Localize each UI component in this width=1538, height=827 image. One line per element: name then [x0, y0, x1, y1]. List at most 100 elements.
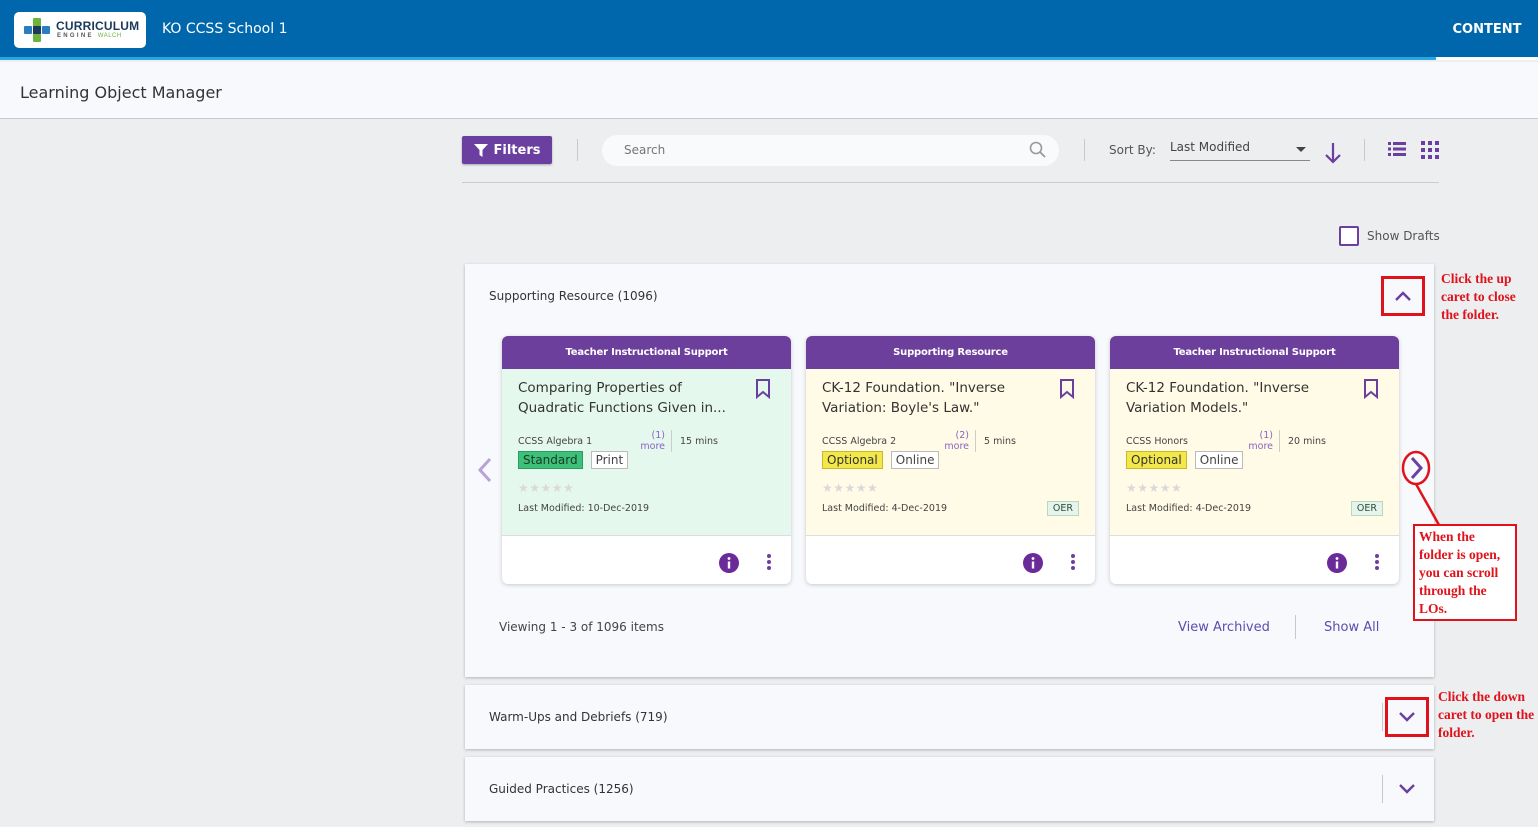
card-tags: Standard Print [518, 451, 629, 469]
divider [1364, 139, 1365, 161]
lo-card[interactable]: Teacher Instructional Support CK-12 Foun… [1110, 336, 1399, 584]
bookmark-icon[interactable] [1363, 379, 1379, 399]
card-body: Comparing Properties of Quadratic Functi… [502, 369, 791, 536]
chevron-down-icon [1399, 712, 1415, 722]
top-bar: CURRICULUM ENGINE WALCH KO CCSS School 1… [0, 0, 1538, 60]
search-input[interactable] [624, 143, 1024, 157]
card-modified: Last Modified: 10-Dec-2019 [518, 503, 650, 514]
star-rating[interactable]: ★★★★★ [822, 481, 879, 495]
tag-print: Print [590, 451, 629, 469]
card-meta: CCSS Algebra 2 (2) more 5 mins [822, 430, 1016, 452]
logo-subtitle: ENGINE WALCH [57, 33, 122, 39]
filters-button[interactable]: Filters [462, 136, 552, 164]
chevron-left-icon[interactable] [475, 456, 495, 484]
card-tags: Optional Online [822, 451, 940, 469]
card-category: Teacher Instructional Support [502, 336, 791, 369]
card-more-link[interactable]: (1) more [626, 430, 672, 452]
kebab-icon[interactable] [1070, 553, 1076, 571]
card-duration: 20 mins [1288, 435, 1326, 447]
caret-down-icon [1296, 147, 1306, 152]
info-icon[interactable] [1327, 553, 1347, 573]
card-title[interactable]: Comparing Properties of Quadratic Functi… [518, 380, 726, 416]
tag-online: Online [890, 451, 940, 469]
logo[interactable]: CURRICULUM ENGINE WALCH [14, 12, 146, 48]
list-view-icon[interactable] [1388, 141, 1406, 157]
info-icon[interactable] [719, 553, 739, 573]
sort-value: Last Modified [1170, 140, 1251, 154]
show-drafts-label: Show Drafts [1367, 229, 1440, 243]
show-all-link[interactable]: Show All [1324, 620, 1380, 635]
divider [1084, 139, 1085, 161]
folder-title: Guided Practices (1256) [489, 782, 634, 796]
kebab-icon[interactable] [766, 553, 772, 571]
folder-guided-practices: Guided Practices (1256) [465, 757, 1434, 821]
grid-view-icon[interactable] [1421, 141, 1439, 159]
page-title: Learning Object Manager [20, 83, 222, 102]
card-tags: Optional Online [1126, 451, 1244, 469]
school-name: KO CCSS School 1 [162, 21, 288, 37]
chevron-right-icon[interactable] [1401, 450, 1431, 486]
card-duration: 5 mins [984, 435, 1016, 447]
lo-card[interactable]: Teacher Instructional Support Comparing … [502, 336, 791, 584]
filter-icon [473, 143, 488, 157]
annotation-close-folder: Click the up caret to close the folder. [1441, 271, 1516, 322]
tag-optional: Optional [822, 451, 883, 469]
card-title[interactable]: CK-12 Foundation. "Inverse Variation Mod… [1126, 380, 1310, 416]
tag-standard: Standard [518, 451, 583, 469]
collapse-folder-button[interactable] [1381, 276, 1425, 316]
card-meta: CCSS Algebra 1 (1) more 15 mins [518, 430, 718, 452]
divider [577, 139, 578, 161]
page-header: Learning Object Manager [0, 62, 1538, 119]
card-title[interactable]: CK-12 Foundation. "Inverse Variation: Bo… [822, 380, 1006, 416]
card-meta: CCSS Honors (1) more 20 mins [1126, 430, 1326, 452]
folder-title: Supporting Resource (1096) [489, 289, 658, 303]
annotation-pointer [1414, 484, 1441, 526]
logo-title: CURRICULUM [56, 19, 140, 33]
bookmark-icon[interactable] [755, 379, 771, 399]
divider [1382, 703, 1383, 731]
chevron-up-icon [1395, 291, 1411, 301]
star-rating[interactable]: ★★★★★ [518, 481, 575, 495]
sort-direction-icon[interactable] [1323, 140, 1343, 166]
card-course: CCSS Algebra 2 [822, 435, 897, 447]
divider [1382, 775, 1383, 803]
filters-label: Filters [493, 142, 541, 158]
oer-badge: OER [1046, 501, 1079, 516]
tag-online: Online [1194, 451, 1244, 469]
card-category: Supporting Resource [806, 336, 1095, 369]
kebab-icon[interactable] [1374, 553, 1380, 571]
sort-select[interactable]: Last Modified [1170, 140, 1310, 161]
search-box[interactable] [602, 135, 1059, 166]
card-course: CCSS Algebra 1 [518, 435, 593, 447]
view-archived-link[interactable]: View Archived [1178, 620, 1270, 635]
annotation-scroll: When the folder is open, you can scroll … [1413, 524, 1517, 621]
nav-content-tab[interactable]: CONTENT [1436, 0, 1538, 60]
logo-mark-icon [24, 18, 50, 42]
expand-folder-button[interactable] [1385, 769, 1429, 809]
card-modified: Last Modified: 4-Dec-2019 [822, 503, 948, 514]
card-duration: 15 mins [680, 435, 718, 447]
info-icon[interactable] [1023, 553, 1043, 573]
annotation-open-folder: Click the down caret to open the folder. [1438, 689, 1535, 740]
show-drafts[interactable]: Show Drafts [1339, 226, 1440, 246]
bookmark-icon[interactable] [1059, 379, 1075, 399]
star-rating[interactable]: ★★★★★ [1126, 481, 1183, 495]
divider [1295, 615, 1296, 639]
sort-by-label: Sort By: [1109, 143, 1156, 157]
card-course: CCSS Honors [1126, 435, 1188, 447]
chevron-down-icon [1399, 784, 1415, 794]
show-drafts-checkbox[interactable] [1339, 226, 1359, 246]
folder-warm-ups: Warm-Ups and Debriefs (719) [465, 685, 1434, 749]
card-more-link[interactable]: (2) more [930, 430, 976, 452]
toolbar-divider [462, 182, 1439, 183]
card-body: CK-12 Foundation. "Inverse Variation Mod… [1110, 369, 1399, 536]
search-icon[interactable] [1029, 141, 1047, 159]
lo-card[interactable]: Supporting Resource CK-12 Foundation. "I… [806, 336, 1095, 584]
card-more-link[interactable]: (1) more [1234, 430, 1280, 452]
card-body: CK-12 Foundation. "Inverse Variation: Bo… [806, 369, 1095, 536]
card-modified: Last Modified: 4-Dec-2019 [1126, 503, 1252, 514]
oer-badge: OER [1350, 501, 1383, 516]
card-category: Teacher Instructional Support [1110, 336, 1399, 369]
expand-folder-button[interactable] [1385, 697, 1429, 737]
tag-optional: Optional [1126, 451, 1187, 469]
